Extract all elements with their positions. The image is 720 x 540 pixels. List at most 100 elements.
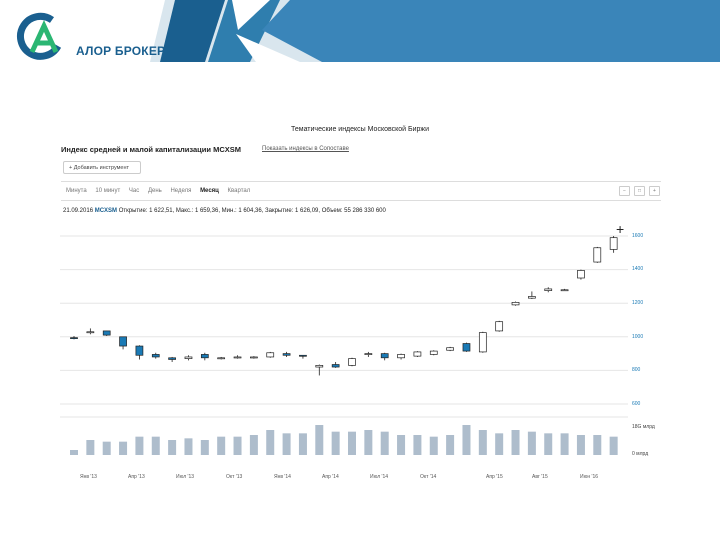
candle-body — [446, 347, 454, 351]
add-instrument-button[interactable]: + Добавить инструмент — [63, 161, 141, 174]
brand-name: АЛОР БРОКЕР — [76, 44, 166, 58]
x-tick: Окт '13 — [226, 474, 243, 480]
volume-bar — [119, 441, 128, 455]
candle-body — [315, 365, 324, 368]
volume-bar — [348, 431, 356, 455]
volume-bar — [151, 436, 160, 455]
candle-body — [348, 358, 356, 366]
volume-bar — [249, 435, 258, 455]
x-tick: Июл '13 — [176, 474, 195, 480]
candle-body — [609, 237, 618, 250]
x-tick: Апр '15 — [486, 474, 503, 480]
y-tick: 1000 — [632, 334, 644, 340]
candle-body — [593, 247, 602, 263]
volume-bar — [86, 440, 95, 455]
tab-month[interactable]: Месяц — [200, 188, 219, 194]
volume-bar — [478, 430, 487, 455]
y-tick: 1600 — [632, 233, 644, 239]
candle-body — [577, 270, 585, 279]
volume-bar — [315, 425, 324, 455]
y-tick: 1200 — [632, 300, 644, 306]
candle-body — [282, 353, 291, 356]
x-tick: Янв '14 — [274, 474, 291, 480]
candle-body — [413, 351, 422, 357]
tab-week[interactable]: Неделя — [170, 188, 192, 194]
logo-mark — [17, 12, 62, 60]
volume-bar — [609, 436, 618, 455]
candle-body — [168, 357, 176, 360]
divider — [61, 181, 661, 182]
x-tick: Янв '13 — [80, 474, 97, 480]
candle-body — [364, 353, 373, 355]
candle-body — [380, 353, 389, 359]
volume-bar — [527, 431, 536, 455]
volume-bar — [429, 436, 438, 455]
panel-title: Тематические индексы Московской Биржи — [290, 126, 430, 133]
candle-body — [86, 331, 95, 334]
ohlc-info: 21.09.2016 MCXSM Открытие: 1 622,51, Мак… — [63, 208, 386, 214]
x-tick: Июн '16 — [580, 474, 599, 480]
x-tick: Окт '14 — [420, 474, 437, 480]
x-tick: Июл '14 — [370, 474, 389, 480]
y-tick: 1400 — [632, 266, 644, 272]
tab-minute[interactable]: Минута — [66, 188, 87, 194]
candle-body — [462, 343, 471, 352]
compare-indexes-link[interactable]: Показать индексы в Сопоставе — [262, 146, 349, 152]
volume-bar — [135, 436, 144, 455]
info-date: 21.09.2016 — [63, 208, 94, 214]
y-tick: 800 — [632, 367, 641, 373]
volume-bar — [266, 430, 275, 455]
volume-bar — [184, 438, 193, 455]
tab-10-minutes[interactable]: 10 минут — [95, 188, 121, 194]
volume-bar — [102, 441, 111, 455]
candle-body — [151, 354, 160, 358]
candle-body — [102, 330, 111, 336]
candle-body — [217, 357, 226, 360]
candle-body — [184, 356, 193, 359]
volume-bar — [380, 431, 389, 455]
volume-bar — [560, 433, 569, 455]
volume-bar — [544, 433, 553, 455]
candle-body — [511, 302, 520, 306]
candle-body — [119, 336, 127, 347]
volume-bar — [495, 433, 504, 455]
crosshair-cursor-icon: + — [616, 221, 625, 237]
candle-body — [560, 289, 569, 292]
volume-bar — [168, 440, 177, 455]
volume-bar — [331, 431, 340, 455]
candle-body — [397, 354, 405, 359]
volume-bar — [511, 430, 520, 455]
volume-bar — [298, 433, 307, 455]
volume-bar — [233, 436, 242, 455]
volume-bar — [70, 450, 78, 455]
crosshair-toggle-icon[interactable]: + — [649, 186, 660, 196]
period-tabs: Минута 10 минут Час День Неделя Месяц Кв… — [66, 188, 257, 194]
x-tick: Апр '14 — [322, 474, 339, 480]
divider — [61, 200, 661, 201]
header-banner — [150, 0, 720, 62]
tab-quarter[interactable]: Квартал — [227, 188, 251, 194]
volume-bar — [462, 425, 471, 455]
candle-body — [70, 337, 78, 339]
x-tick: Авг '15 — [532, 474, 548, 480]
candle-body — [544, 288, 553, 291]
volume-tick: 0 млрд — [632, 451, 649, 457]
volume-tick: 18G млрд — [632, 424, 655, 430]
header: АЛОР БРОКЕР — [0, 0, 720, 75]
tab-day[interactable]: День — [147, 188, 162, 194]
candle-body — [233, 356, 242, 359]
candle-body — [478, 332, 487, 353]
candle-body — [331, 364, 340, 368]
candle-body — [299, 354, 307, 357]
zoom-out-icon[interactable]: − — [619, 186, 630, 196]
tab-hour[interactable]: Час — [128, 188, 140, 194]
candle-body — [250, 356, 258, 359]
x-tick: Апр '13 — [128, 474, 145, 480]
volume-bar — [282, 433, 291, 455]
volume-bar — [413, 435, 422, 455]
y-tick: 600 — [632, 401, 641, 407]
volume-bar — [217, 436, 226, 455]
info-symbol: MCXSM — [94, 208, 118, 214]
fullscreen-icon[interactable]: □ — [634, 186, 645, 196]
